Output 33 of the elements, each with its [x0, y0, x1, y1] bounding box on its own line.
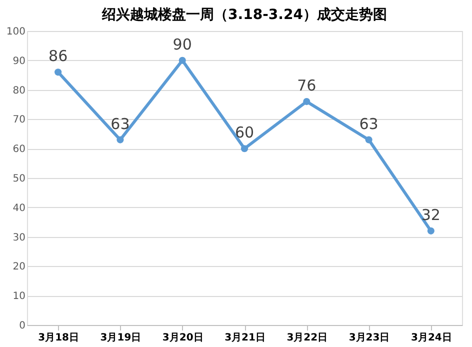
x-tick-label: 3月22日 — [286, 332, 328, 344]
x-tick-label: 3月20日 — [162, 332, 204, 344]
x-tick-label: 3月21日 — [224, 332, 266, 344]
point — [116, 136, 124, 144]
data-label: 76 — [297, 76, 316, 95]
point — [427, 227, 434, 234]
data-label: 63 — [359, 114, 378, 133]
x-tick-label: 3月24日 — [410, 332, 452, 344]
data-label: 60 — [234, 124, 254, 142]
y-tick-label: 30 — [12, 232, 26, 244]
data-label: 90 — [172, 35, 192, 54]
y-tick-label: 50 — [12, 174, 26, 184]
x-tick-label: 3月23日 — [348, 332, 390, 344]
chart-title: 绍兴越城楼盘一周（3.18-3.24）成交走势图 — [101, 6, 387, 23]
point — [54, 68, 62, 76]
point — [303, 98, 310, 106]
data-label: 86 — [48, 47, 68, 66]
point — [240, 145, 248, 152]
y-tick-label: 40 — [12, 202, 26, 214]
y-tick-label: 0 — [19, 320, 26, 332]
data-label: 32 — [421, 206, 440, 224]
y-tick-label: 70 — [12, 114, 26, 126]
x-tick-label: 3月19日 — [100, 332, 142, 344]
y-tick-label: 60 — [12, 144, 26, 156]
y-tick-label: 100 — [6, 26, 26, 38]
y-tick-label: 20 — [12, 262, 26, 273]
y-tick-label: 10 — [12, 291, 26, 302]
y-tick-label: 80 — [12, 85, 26, 96]
point — [178, 56, 186, 64]
point — [365, 136, 372, 144]
x-tick-label: 3月18日 — [38, 332, 80, 344]
y-tick-label: 90 — [12, 56, 26, 67]
data-label: 63 — [110, 114, 130, 133]
